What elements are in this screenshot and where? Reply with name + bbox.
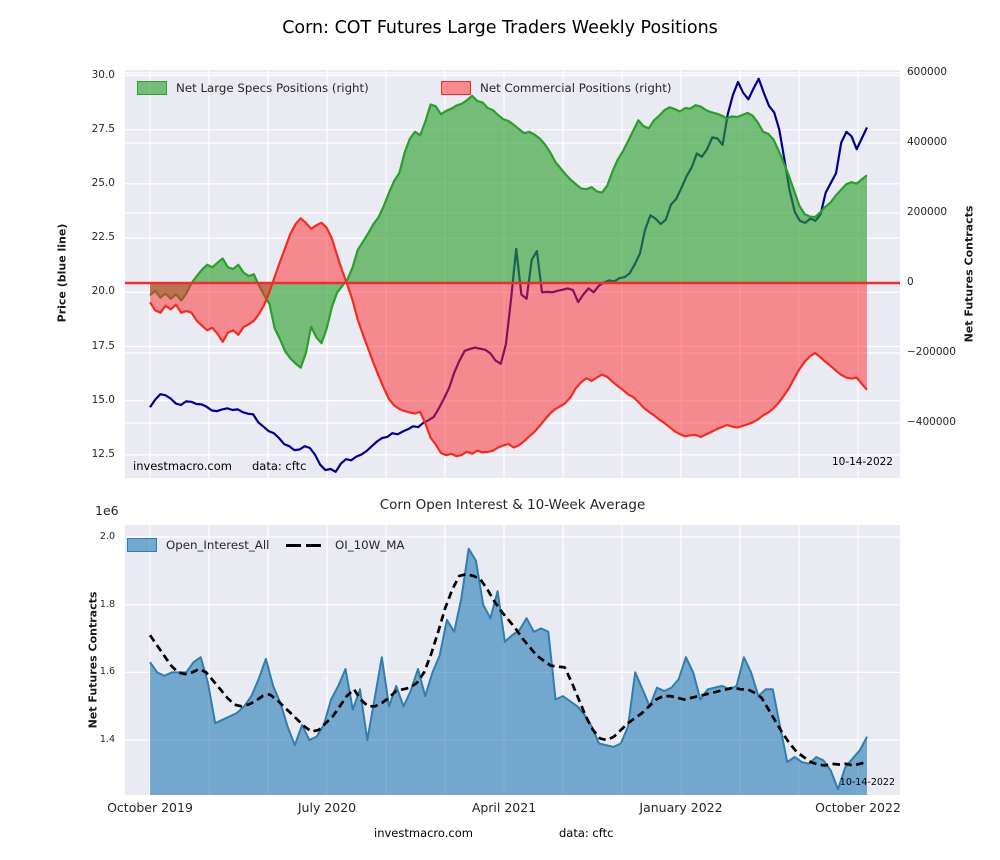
x-tick-label: April 2021: [471, 800, 537, 815]
top-date-label: 10-14-2022: [831, 456, 893, 468]
legend-label-commercial: Net Commercial Positions (right): [480, 81, 672, 95]
top-ytick-right: 0: [907, 276, 914, 288]
top-ytick-left: 12.5: [91, 447, 115, 460]
bottom-ylabel-left: Net Futures Contracts: [86, 591, 100, 729]
legend-label-ma: OI_10W_MA: [335, 538, 405, 552]
net-large-specs-edge: [149, 94, 868, 369]
bottom-ytick-left: 1.4: [99, 734, 115, 746]
bottom-legend-item-ma: OI_10W_MA: [286, 538, 405, 552]
top-ytick-left: 30.0: [91, 68, 115, 81]
footer-source: data: cftc: [559, 826, 614, 840]
top-chart-title: Corn: COT Futures Large Traders Weekly P…: [282, 18, 718, 38]
bottom-ytick-left: 1.6: [99, 666, 115, 678]
bottom-ytick-left: 1.8: [99, 598, 115, 610]
oi-10w-ma-line: [148, 572, 868, 767]
top-source: data: cftc: [252, 459, 307, 473]
x-tick-label: October 2022: [815, 800, 901, 815]
top-legend-item-commercial: Net Commercial Positions (right): [441, 81, 672, 95]
x-tick-label: January 2022: [639, 800, 723, 815]
top-ytick-left: 17.5: [91, 339, 115, 352]
top-watermark: investmacro.com: [133, 459, 232, 473]
x-tick-label: October 2019: [107, 800, 193, 815]
red-area-swatch: [441, 81, 471, 95]
top-chart-svg: [125, 70, 900, 478]
bottom-chart-svg: [125, 525, 900, 795]
bottom-date-label: 10-14-2022: [839, 777, 895, 788]
footer-watermark: investmacro.com: [374, 826, 473, 840]
legend-label-oi: Open_Interest_All: [166, 538, 270, 552]
blue-area-swatch: [127, 538, 157, 552]
open-interest-area: [150, 548, 867, 795]
top-ytick-right: −400000: [907, 416, 956, 428]
open-interest-edge: [149, 547, 868, 791]
dashed-line-swatch2: [306, 543, 321, 547]
top-ytick-right: 600000: [907, 66, 948, 78]
top-ytick-left: 27.5: [91, 122, 115, 135]
top-legend-item-specs: Net Large Specs Positions (right): [137, 81, 369, 95]
top-ytick-left: 15.0: [91, 393, 115, 406]
x-tick-label: July 2020: [297, 800, 357, 815]
bottom-chart-title: Corn Open Interest & 10-Week Average: [379, 497, 646, 513]
top-ytick-left: 22.5: [91, 231, 115, 244]
bottom-legend-item-oi: Open_Interest_All: [127, 538, 269, 552]
net-commercial-edge: [149, 217, 868, 458]
top-ytick-left: 20.0: [91, 285, 115, 298]
legend-label-specs: Net Large Specs Positions (right): [176, 81, 369, 95]
net-commercial-area: [150, 218, 867, 457]
bottom-ytick-left: 2.0: [99, 531, 115, 542]
dashed-line-swatch: [286, 543, 301, 547]
green-area-swatch: [137, 81, 167, 95]
top-ytick-left: 25.0: [91, 176, 115, 189]
top-ytick-right: −200000: [907, 346, 956, 358]
top-ytick-right: 400000: [907, 136, 948, 148]
top-ylabel-right: Net Futures Contracts: [962, 205, 976, 343]
axis-offset-label: 1e6: [95, 503, 119, 518]
top-ytick-right: 200000: [907, 206, 948, 218]
net-large-specs-area: [150, 95, 867, 368]
